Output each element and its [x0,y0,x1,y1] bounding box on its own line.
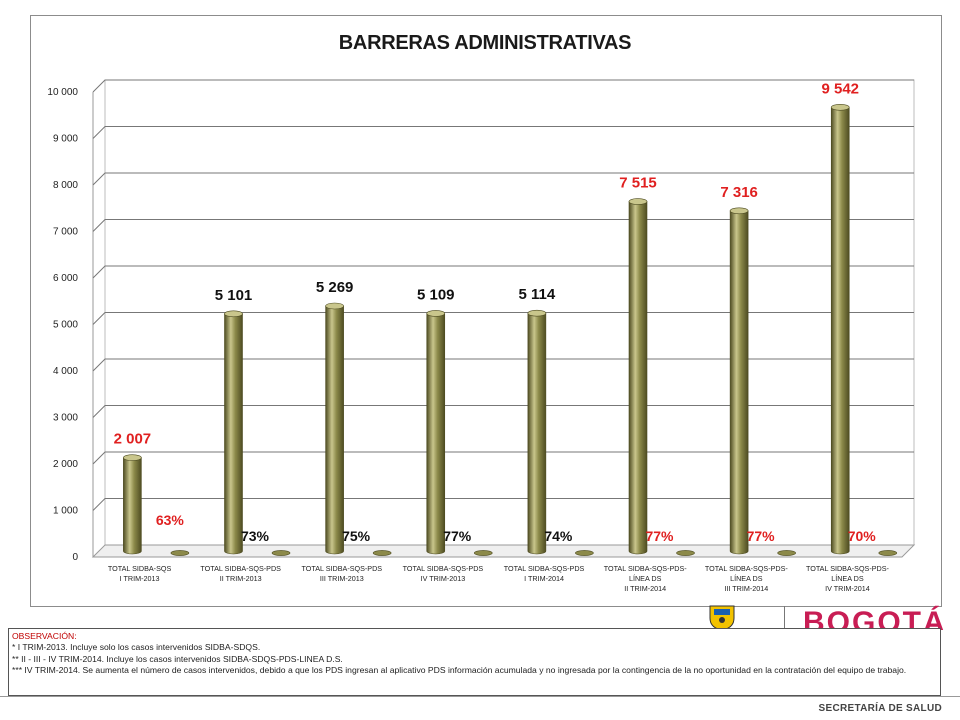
value-label: 5 114 [519,286,556,303]
y-tick-label: 1 000 [53,506,78,517]
bar [426,313,446,555]
x-tick-label: TOTAL SIDBA-SQS-PDS- [806,564,890,573]
observation-line-3: *** IV TRIM-2014. Se aumenta el número d… [12,665,907,676]
footer-rule [0,696,960,697]
x-tick-label: LÍNEA DS [831,574,864,583]
percent-marker [878,550,898,556]
percent-label: 77% [443,528,472,544]
y-tick-label: 8 000 [53,180,78,191]
bar-top [628,198,648,205]
bar-top [527,309,547,317]
value-label: 5 101 [215,287,253,304]
x-tick-label: TOTAL SIDBA-SQS-PDS- [705,564,789,573]
bar [830,106,850,555]
percent-label: 74% [544,528,573,544]
y-tick-label: 3 000 [53,413,78,424]
x-tick-label: TOTAL SIDBA-SQS-PDS [302,564,383,573]
x-tick-label: TOTAL SIDBA-SQS-PDS- [604,564,688,573]
logo-divider [784,606,785,630]
bar-top [426,310,446,317]
x-tick-label: LÍNEA DS [730,574,763,583]
gridline [92,79,914,93]
y-tick-label: 4 000 [53,366,78,377]
percent-label: 63% [156,512,185,528]
bar [729,210,749,555]
x-tick-label: IV TRIM-2013 [421,574,466,583]
bar [224,313,243,555]
bar-chart: 0 1 000 2 000 3 000 4 000 5 000 6 000 7 000 8 00… [47,79,916,593]
percent-label: 77% [645,528,674,544]
y-tick-label: 0 [72,552,78,563]
bar [123,457,142,555]
bar-top [830,103,850,111]
gridline [92,172,914,186]
x-tick-label: II TRIM-2013 [220,574,262,583]
x-tick-label: TOTAL SIDBA-SQS-PDS [200,564,281,573]
x-tick-label: III TRIM-2014 [724,584,768,593]
percent-marker [777,550,796,556]
observation-box: OBSERVACIÓN: * I TRIM-2013. Incluye solo… [8,628,941,696]
percent-marker [170,550,190,556]
percent-marker [676,550,695,556]
chart-title: BARRERAS ADMINISTRATIVAS [338,32,632,54]
observation-line-2: ** II - III - IV TRIM-2014. Incluye los … [12,653,343,664]
x-tick-label: TOTAL SIDBA-SQS-PDS [504,564,585,573]
bar [325,305,344,555]
x-tick-label: IV TRIM-2014 [825,584,870,593]
bar [527,312,547,555]
gridline [92,126,914,139]
plot-floor [91,544,916,558]
value-label: 7 515 [619,175,657,192]
x-tick-label: LÍNEA DS [629,574,662,583]
x-tick-label: TOTAL SIDBA-SQS-PDS [403,564,484,573]
coat-of-arms-icon [709,605,735,630]
percent-marker [372,550,392,556]
value-label: 5 269 [316,279,354,296]
percent-label: 70% [848,528,877,544]
x-tick-label: I TRIM-2013 [120,574,160,583]
percent-label: 75% [342,528,371,544]
y-tick-label: 5 000 [53,320,78,331]
observation-title: OBSERVACIÓN: [12,631,77,641]
x-tick-label: I TRIM-2014 [524,574,564,583]
bar-top [325,302,344,310]
value-label: 9 542 [821,80,859,97]
logo-text: BOGOTÁ [803,606,947,630]
department-label: SECRETARÍA DE SALUD [818,703,942,714]
percent-label: 77% [747,528,776,544]
y-tick-label: 7 000 [53,227,78,238]
percent-label: 73% [241,528,270,544]
bar-top [123,454,142,461]
bar-top [729,207,749,215]
bar-top [224,310,243,318]
percent-marker [575,550,594,556]
x-tick-label: III TRIM-2013 [320,574,364,583]
value-label: 7 316 [720,184,758,201]
percent-marker [473,550,493,556]
y-tick-label: 6 000 [53,273,78,284]
x-tick-label: II TRIM-2014 [624,584,666,593]
bar [628,201,648,555]
y-tick-label: 2 000 [53,459,78,470]
percent-marker [271,550,291,556]
logo-area: BOGOTÁ [700,604,950,630]
x-tick-label: TOTAL SIDBA-SQS [108,564,172,573]
y-tick-label: 10 000 [47,87,78,98]
value-label: 2 007 [114,431,152,448]
y-tick-label: 9 000 [53,134,78,145]
value-label: 5 109 [417,286,455,303]
observation-line-1: * I TRIM-2013. Incluye solo los casos in… [12,642,261,653]
